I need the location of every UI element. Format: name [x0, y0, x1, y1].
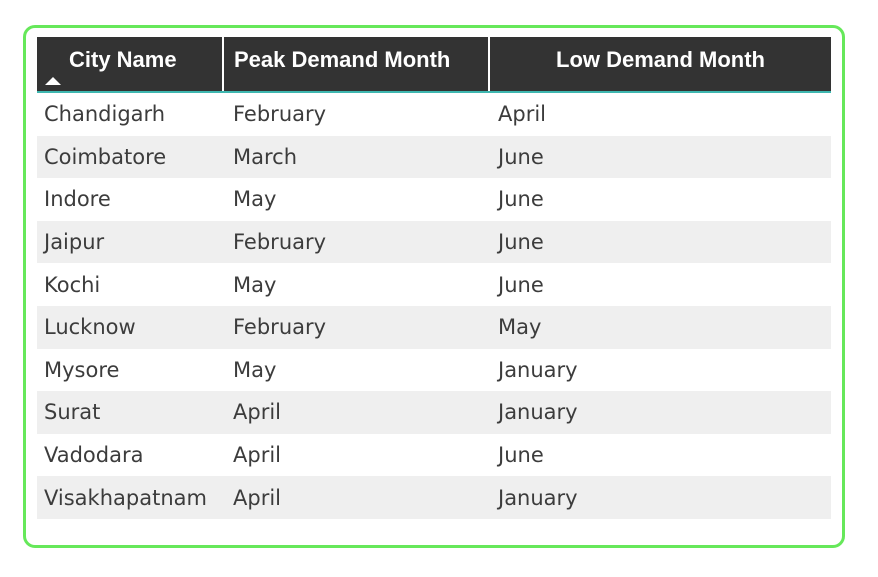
peak-demand-month-cell: February: [233, 102, 327, 127]
low-demand-month-cell: May: [498, 315, 542, 340]
table-body: Chandigarh February April Coimbatore March Ju…: [37, 93, 831, 519]
city-name-cell: Vadodara: [44, 443, 144, 468]
column-header-label: City Name: [69, 47, 177, 72]
peak-demand-month-cell: April: [233, 485, 281, 510]
table-row[interactable]: Visakhapatnam April January: [37, 476, 831, 519]
peak-demand-month-cell: May: [233, 357, 277, 382]
peak-demand-month-cell: April: [233, 443, 281, 468]
city-name-cell: Jaipur: [44, 230, 105, 255]
city-name-cell: Kochi: [44, 272, 101, 297]
low-demand-month-cell: January: [498, 485, 578, 510]
table-row[interactable]: Indore May June: [37, 178, 831, 221]
low-demand-month-cell: June: [498, 230, 544, 255]
peak-demand-month-cell: February: [233, 230, 327, 255]
city-name-cell: Lucknow: [44, 315, 136, 340]
peak-demand-month-cell: March: [233, 144, 298, 169]
peak-demand-month-cell: April: [233, 400, 281, 425]
column-header-label: Low Demand Month: [556, 47, 765, 72]
table-row[interactable]: Kochi May June: [37, 263, 831, 306]
low-demand-month-cell: June: [498, 272, 544, 297]
table-row[interactable]: Chandigarh February April: [37, 93, 831, 136]
low-demand-month-cell: January: [498, 400, 578, 425]
column-header-label: Peak Demand Month: [234, 47, 451, 72]
city-name-cell: Mysore: [44, 357, 120, 382]
low-demand-month-cell: June: [498, 187, 544, 212]
table-row[interactable]: Mysore May January: [37, 348, 831, 392]
city-name-cell: Coimbatore: [44, 144, 167, 169]
city-name-cell: Surat: [44, 400, 101, 425]
table-row[interactable]: Vadodara April June: [37, 433, 831, 477]
city-name-cell: Chandigarh: [44, 102, 166, 127]
column-header-low-demand-month[interactable]: Low Demand Month: [490, 37, 831, 91]
low-demand-month-cell: April: [498, 102, 546, 127]
city-demand-table: City Name Peak Demand Month Low Demand M…: [37, 37, 831, 519]
low-demand-month-cell: June: [498, 144, 544, 169]
table-row[interactable]: Jaipur February June: [37, 220, 831, 264]
column-header-city-name[interactable]: City Name: [37, 37, 224, 91]
table-row[interactable]: Lucknow February May: [37, 305, 831, 349]
city-name-cell: Indore: [44, 187, 111, 212]
low-demand-month-cell: January: [498, 357, 578, 382]
peak-demand-month-cell: February: [233, 315, 327, 340]
peak-demand-month-cell: May: [233, 272, 277, 297]
low-demand-month-cell: June: [498, 443, 544, 468]
peak-demand-month-cell: May: [233, 187, 277, 212]
column-header-peak-demand-month[interactable]: Peak Demand Month: [224, 37, 490, 91]
city-name-cell: Visakhapatnam: [44, 485, 207, 510]
table-row[interactable]: Surat April January: [37, 391, 831, 434]
sort-ascending-icon: [45, 77, 61, 85]
table-header: City Name Peak Demand Month Low Demand M…: [37, 37, 831, 93]
table-row[interactable]: Coimbatore March June: [37, 135, 831, 179]
